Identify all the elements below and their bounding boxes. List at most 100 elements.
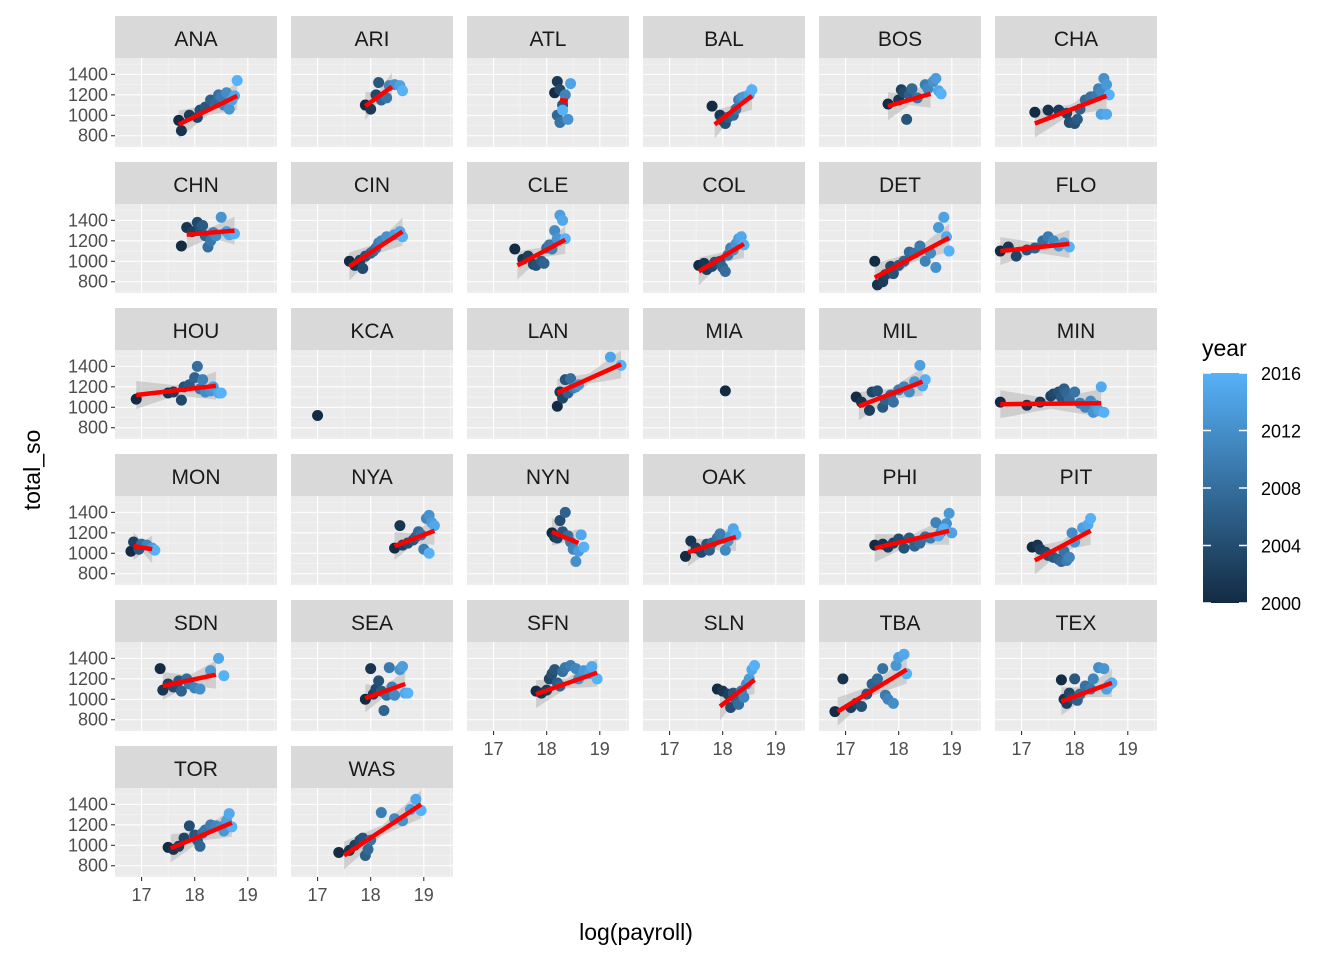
facet-strip-label: SDN xyxy=(174,612,218,635)
y-tick-label: 1400 xyxy=(68,356,108,376)
data-point xyxy=(943,245,955,257)
data-point xyxy=(223,808,235,820)
facet-strip xyxy=(643,162,805,204)
data-point xyxy=(679,550,691,562)
data-point xyxy=(154,663,166,675)
data-point xyxy=(1069,673,1081,685)
panel-background xyxy=(643,58,805,147)
facet-panel-min: MIN xyxy=(994,308,1157,439)
data-point xyxy=(1087,673,1099,685)
regression-line xyxy=(556,362,622,396)
regression-line xyxy=(186,228,235,237)
data-point xyxy=(898,648,910,660)
x-tick-label: 19 xyxy=(590,739,610,759)
regression-line xyxy=(836,667,908,714)
data-point xyxy=(565,373,577,385)
facet-strip-label: CLE xyxy=(528,174,569,197)
regression-line xyxy=(169,820,233,851)
data-point xyxy=(410,793,422,805)
facet-strip-label: PHI xyxy=(882,466,917,489)
y-tick-label: 1000 xyxy=(68,105,108,125)
facet-strip xyxy=(291,308,453,350)
data-point xyxy=(887,396,899,408)
facet-strip-label: TEX xyxy=(1056,612,1097,635)
regression-line xyxy=(342,802,423,858)
data-point xyxy=(423,547,435,559)
facet-strip-label: FLO xyxy=(1056,174,1097,197)
facet-panel-cin: CIN xyxy=(291,162,453,293)
x-tick-label: 17 xyxy=(1012,739,1032,759)
data-point xyxy=(1085,513,1097,525)
data-point xyxy=(1029,106,1041,118)
y-tick-label: 800 xyxy=(78,856,108,876)
facet-strip-label: BOS xyxy=(878,28,922,51)
facet-strip-label: NYA xyxy=(351,466,393,489)
y-tick-label: 1000 xyxy=(68,397,108,417)
legend-tick-label: 2012 xyxy=(1261,422,1301,442)
data-point xyxy=(1010,250,1022,262)
regression-line xyxy=(551,529,580,546)
data-point xyxy=(855,700,867,712)
panel-background xyxy=(115,58,277,147)
data-point xyxy=(871,673,883,685)
data-point xyxy=(591,673,603,685)
y-tick-label: 1200 xyxy=(68,377,108,397)
legend-tick-label: 2016 xyxy=(1261,364,1301,384)
data-point xyxy=(231,75,243,87)
facet-strip-label: MON xyxy=(172,466,221,489)
x-tick-label: 18 xyxy=(537,739,557,759)
data-point xyxy=(183,820,195,832)
facet-strip-label: TBA xyxy=(880,612,921,635)
facet-strip-label: HOU xyxy=(173,320,220,343)
facet-panel-atl: ATL xyxy=(467,16,629,147)
facet-strip-label: ARI xyxy=(354,28,389,51)
facet-panel-mil: MIL xyxy=(819,308,981,439)
y-tick-label: 800 xyxy=(78,710,108,730)
data-point xyxy=(746,84,758,96)
panel-background xyxy=(643,204,805,293)
data-point xyxy=(1066,527,1078,539)
data-point xyxy=(738,691,750,703)
data-point xyxy=(706,100,718,112)
facet-strip xyxy=(115,454,277,496)
data-point xyxy=(175,394,187,406)
data-point xyxy=(1101,79,1113,91)
y-tick-label: 1000 xyxy=(68,835,108,855)
facet-panel-nya: NYA xyxy=(291,454,453,585)
facet-panel-tba: TBA 17 18 19 xyxy=(819,600,981,759)
facet-strip xyxy=(291,600,453,642)
data-point xyxy=(402,687,414,699)
data-point xyxy=(538,257,550,269)
y-tick-label: 1200 xyxy=(68,669,108,689)
data-point xyxy=(333,846,345,858)
x-tick-label: 17 xyxy=(308,885,328,905)
x-tick-label: 17 xyxy=(132,885,152,905)
data-point xyxy=(559,89,571,101)
data-point xyxy=(562,113,574,125)
data-point xyxy=(575,529,587,541)
facet-strip xyxy=(115,308,277,350)
data-point xyxy=(877,663,889,675)
data-point xyxy=(197,219,209,231)
data-point xyxy=(378,705,390,717)
regression-line xyxy=(1000,241,1070,254)
data-point xyxy=(930,517,942,529)
facet-strip-label: CIN xyxy=(354,174,390,197)
y-tick-label: 1200 xyxy=(68,85,108,105)
facet-strip-label: TOR xyxy=(174,758,218,781)
data-point xyxy=(357,262,369,274)
panel-background xyxy=(819,204,981,293)
data-point xyxy=(1101,108,1113,120)
facet-strip-label: NYN xyxy=(526,466,570,489)
data-point xyxy=(218,670,230,682)
x-tick-label: 19 xyxy=(766,739,786,759)
panel-background xyxy=(995,642,1157,731)
data-point xyxy=(935,88,947,100)
y-tick-label: 1000 xyxy=(68,251,108,271)
year-legend: year 2000 2004 2008 2012 2016 xyxy=(1202,335,1301,614)
data-point xyxy=(938,211,950,223)
facet-strip xyxy=(819,454,981,496)
data-point xyxy=(373,675,385,687)
facet-strip-label: SFN xyxy=(527,612,569,635)
